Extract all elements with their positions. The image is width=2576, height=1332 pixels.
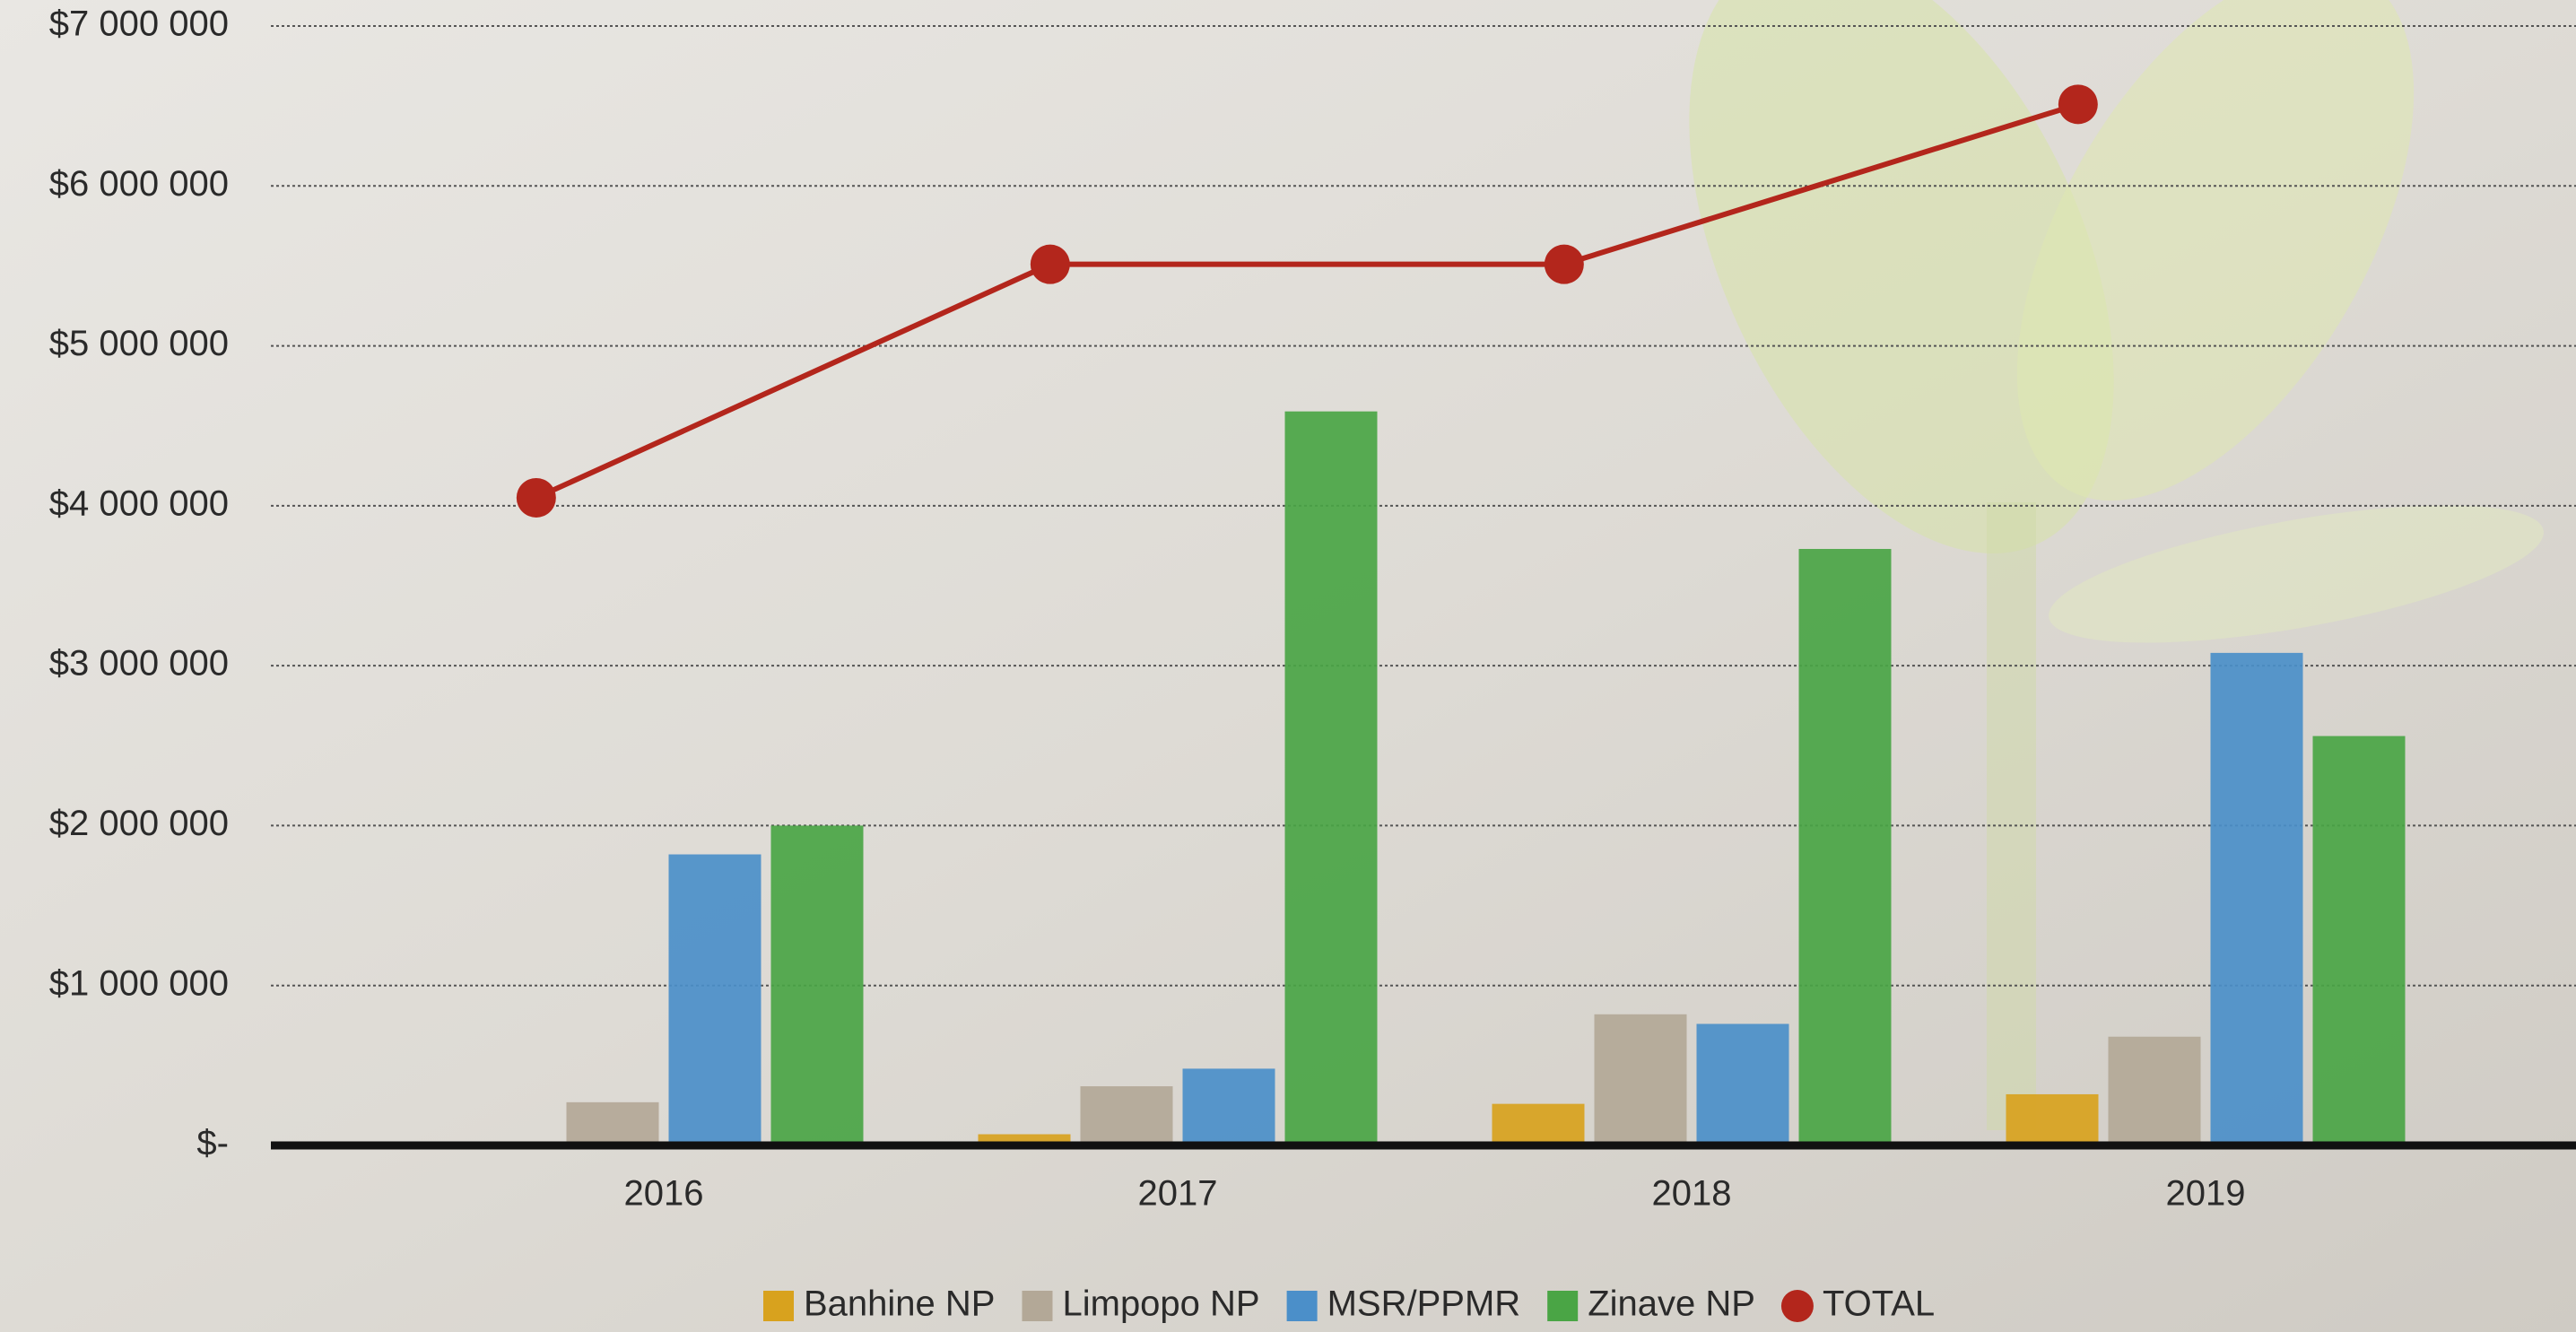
point bbox=[517, 478, 556, 518]
legend-label: MSR/PPMR bbox=[1327, 1284, 1521, 1324]
y-tick-label: $5 000 000 bbox=[49, 324, 229, 363]
bar bbox=[669, 855, 761, 1145]
legend-swatch bbox=[1022, 1291, 1052, 1321]
point bbox=[2058, 84, 2098, 124]
x-tick-label: 2019 bbox=[2166, 1174, 2246, 1214]
point bbox=[1031, 245, 1070, 284]
bar bbox=[1493, 1104, 1585, 1145]
y-tick-label: $6 000 000 bbox=[49, 164, 229, 204]
bar bbox=[1183, 1068, 1275, 1145]
x-tick-label: 2018 bbox=[1652, 1174, 1732, 1214]
chart: $- $1 000 000 $2 000 000 $3 000 000 $4 000 0… bbox=[0, 0, 2576, 1332]
bar bbox=[1595, 1014, 1687, 1145]
y-tick-label: $7 000 000 bbox=[49, 4, 229, 44]
y-tick-label: $4 000 000 bbox=[49, 483, 229, 523]
bar bbox=[567, 1102, 659, 1145]
legend-swatch bbox=[1547, 1291, 1578, 1321]
page: $- $1 000 000 $2 000 000 $3 000 000 $4 000 0… bbox=[0, 0, 2576, 1332]
x-tick-label: 2016 bbox=[624, 1174, 704, 1214]
legend-label: Limpopo NP bbox=[1062, 1284, 1259, 1324]
legend-label: Zinave NP bbox=[1588, 1284, 1755, 1324]
y-tick-label: $- bbox=[196, 1124, 229, 1163]
bar bbox=[2006, 1094, 2099, 1145]
bar bbox=[771, 825, 864, 1145]
bar bbox=[2109, 1037, 2201, 1145]
legend-label: TOTAL bbox=[1823, 1284, 1935, 1324]
bar bbox=[1285, 412, 1378, 1145]
legend-swatch bbox=[1781, 1290, 1814, 1322]
bar bbox=[2211, 653, 2303, 1145]
point bbox=[1545, 245, 1584, 284]
bar bbox=[1697, 1024, 1789, 1145]
stem-decoration bbox=[1987, 502, 2036, 1130]
y-tick-label: $3 000 000 bbox=[49, 644, 229, 683]
bar bbox=[1799, 549, 1892, 1145]
legend-label: Banhine NP bbox=[804, 1284, 995, 1324]
legend-swatch bbox=[763, 1291, 794, 1321]
y-tick-label: $2 000 000 bbox=[49, 804, 229, 843]
bar bbox=[2313, 736, 2406, 1145]
bar bbox=[1081, 1086, 1173, 1145]
x-tick-label: 2017 bbox=[1138, 1174, 1218, 1214]
y-tick-label: $1 000 000 bbox=[49, 963, 229, 1003]
legend-swatch bbox=[1287, 1291, 1318, 1321]
